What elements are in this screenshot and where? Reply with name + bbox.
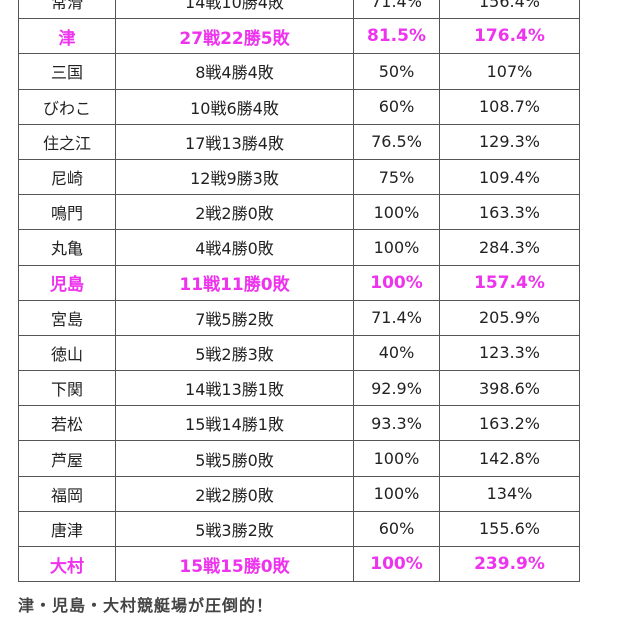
record-cell: 14戦13勝1敗 xyxy=(115,370,354,407)
record-cell: 17戦13勝4敗 xyxy=(115,123,354,160)
record-cell: 2戦2勝0敗 xyxy=(115,194,354,231)
record-cell: 2戦2勝0敗 xyxy=(115,475,354,512)
record-cell: 11戦11勝0敗 xyxy=(115,264,354,301)
record-cell: 5戦5勝0敗 xyxy=(115,440,354,477)
win-rate-cell: 100% xyxy=(353,440,440,477)
win-rate-cell: 60% xyxy=(353,510,440,548)
table-body: 常滑 14戦10勝4敗 71.4% 156.4% 津 27戦22勝5敗 81.5% 176.4… xyxy=(18,0,580,583)
win-rate-cell: 100% xyxy=(353,264,440,301)
return-rate-cell: 107% xyxy=(439,53,580,90)
win-rate-cell: 100% xyxy=(353,545,440,583)
return-rate-cell: 156.4% xyxy=(439,0,580,20)
record-cell: 14戦10勝4敗 xyxy=(115,0,354,20)
win-rate-cell: 71.4% xyxy=(353,299,440,336)
table-row: 丸亀 4戦4勝0敗 100% 284.3% xyxy=(18,229,580,266)
win-rate-cell: 92.9% xyxy=(353,370,440,407)
venue-cell: 尼崎 xyxy=(18,158,116,196)
venue-cell: 宮島 xyxy=(18,299,116,336)
venue-cell: 鳴門 xyxy=(18,194,116,231)
summary-caption: 津・児島・大村競艇場が圧倒的！ xyxy=(18,596,274,615)
record-cell: 15戦14勝1敗 xyxy=(115,405,354,442)
table-row: 尼崎 12戦9勝3敗 75% 109.4% xyxy=(18,158,580,196)
venue-cell: びわこ xyxy=(18,88,116,125)
table-row: 三国 8戦4勝4敗 50% 107% xyxy=(18,53,580,90)
table-row: 児島 11戦11勝0敗 100% 157.4% xyxy=(18,264,580,301)
win-rate-cell: 40% xyxy=(353,334,440,372)
return-rate-cell: 398.6% xyxy=(439,370,580,407)
record-cell: 8戦4勝4敗 xyxy=(115,53,354,90)
win-rate-cell: 100% xyxy=(353,229,440,266)
table-row: 津 27戦22勝5敗 81.5% 176.4% xyxy=(18,18,580,55)
return-rate-cell: 123.3% xyxy=(439,334,580,372)
return-rate-cell: 239.9% xyxy=(439,545,580,583)
win-rate-cell: 75% xyxy=(353,158,440,196)
table-row: 住之江 17戦13勝4敗 76.5% 129.3% xyxy=(18,123,580,160)
table-row: 福岡 2戦2勝0敗 100% 134% xyxy=(18,475,580,512)
win-rate-cell: 71.4% xyxy=(353,0,440,20)
return-rate-cell: 176.4% xyxy=(439,18,580,55)
record-cell: 4戦4勝0敗 xyxy=(115,229,354,266)
table-row: 徳山 5戦2勝3敗 40% 123.3% xyxy=(18,334,580,372)
table-row: 唐津 5戦3勝2敗 60% 155.6% xyxy=(18,510,580,548)
win-rate-cell: 100% xyxy=(353,475,440,512)
return-rate-cell: 284.3% xyxy=(439,229,580,266)
record-cell: 5戦3勝2敗 xyxy=(115,510,354,548)
venue-results-table: 常滑 14戦10勝4敗 71.4% 156.4% 津 27戦22勝5敗 81.5% 176.4… xyxy=(18,0,580,583)
table-row: 大村 15戦15勝0敗 100% 239.9% xyxy=(18,545,580,583)
record-cell: 5戦2勝3敗 xyxy=(115,334,354,372)
table-row: 若松 15戦14勝1敗 93.3% 163.2% xyxy=(18,405,580,442)
table-row: 鳴門 2戦2勝0敗 100% 163.3% xyxy=(18,194,580,231)
table-row: 芦屋 5戦5勝0敗 100% 142.8% xyxy=(18,440,580,477)
venue-cell: 常滑 xyxy=(18,0,116,20)
win-rate-cell: 60% xyxy=(353,88,440,125)
venue-cell: 唐津 xyxy=(18,510,116,548)
return-rate-cell: 108.7% xyxy=(439,88,580,125)
venue-cell: 下関 xyxy=(18,370,116,407)
venue-cell: 津 xyxy=(18,18,116,55)
record-cell: 27戦22勝5敗 xyxy=(115,18,354,55)
return-rate-cell: 142.8% xyxy=(439,440,580,477)
venue-cell: 三国 xyxy=(18,53,116,90)
table-row: 下関 14戦13勝1敗 92.9% 398.6% xyxy=(18,370,580,407)
results-table-container: 常滑 14戦10勝4敗 71.4% 156.4% 津 27戦22勝5敗 81.5% 176.4… xyxy=(18,0,580,583)
win-rate-cell: 50% xyxy=(353,53,440,90)
return-rate-cell: 205.9% xyxy=(439,299,580,336)
record-cell: 7戦5勝2敗 xyxy=(115,299,354,336)
table-row: 常滑 14戦10勝4敗 71.4% 156.4% xyxy=(18,0,580,20)
table-row: 宮島 7戦5勝2敗 71.4% 205.9% xyxy=(18,299,580,336)
return-rate-cell: 155.6% xyxy=(439,510,580,548)
return-rate-cell: 163.2% xyxy=(439,405,580,442)
table-row: びわこ 10戦6勝4敗 60% 108.7% xyxy=(18,88,580,125)
venue-cell: 芦屋 xyxy=(18,440,116,477)
return-rate-cell: 163.3% xyxy=(439,194,580,231)
record-cell: 15戦15勝0敗 xyxy=(115,545,354,583)
venue-cell: 福岡 xyxy=(18,475,116,512)
venue-cell: 若松 xyxy=(18,405,116,442)
venue-cell: 児島 xyxy=(18,264,116,301)
record-cell: 12戦9勝3敗 xyxy=(115,158,354,196)
return-rate-cell: 134% xyxy=(439,475,580,512)
win-rate-cell: 76.5% xyxy=(353,123,440,160)
return-rate-cell: 109.4% xyxy=(439,158,580,196)
win-rate-cell: 81.5% xyxy=(353,18,440,55)
win-rate-cell: 93.3% xyxy=(353,405,440,442)
record-cell: 10戦6勝4敗 xyxy=(115,88,354,125)
return-rate-cell: 157.4% xyxy=(439,264,580,301)
venue-cell: 丸亀 xyxy=(18,229,116,266)
venue-cell: 大村 xyxy=(18,545,116,583)
return-rate-cell: 129.3% xyxy=(439,123,580,160)
venue-cell: 徳山 xyxy=(18,334,116,372)
win-rate-cell: 100% xyxy=(353,194,440,231)
venue-cell: 住之江 xyxy=(18,123,116,160)
